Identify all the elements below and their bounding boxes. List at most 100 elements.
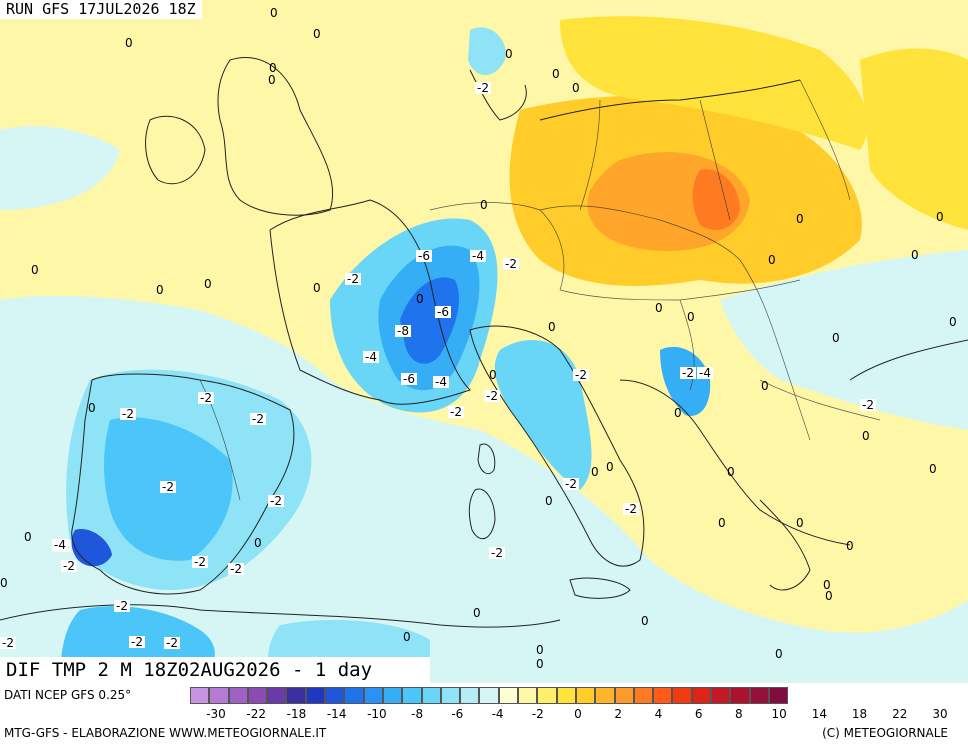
tick-label: -18 bbox=[286, 707, 307, 721]
cold-france-alps-core bbox=[400, 277, 460, 364]
temperature-anomaly-map: RUN GFS 17JUL2026 18Z 0 0 0 0 -2 0 0 0 0… bbox=[0, 0, 968, 683]
tick-label: 30 bbox=[932, 707, 948, 721]
color-swatch bbox=[247, 687, 268, 704]
color-swatch bbox=[305, 687, 326, 704]
color-swatch bbox=[267, 687, 287, 704]
contour-label: -2 bbox=[250, 412, 266, 426]
color-swatch bbox=[575, 687, 596, 704]
contour-label: 0 bbox=[775, 647, 783, 661]
contour-label: 0 bbox=[796, 516, 804, 530]
contour-label: 0 bbox=[796, 212, 804, 226]
tick-label: -8 bbox=[411, 707, 424, 721]
contour-label: 0 bbox=[655, 301, 663, 315]
contour-label: -4 bbox=[363, 350, 379, 364]
color-swatch bbox=[382, 687, 403, 704]
color-swatch bbox=[518, 687, 538, 704]
color-swatch bbox=[479, 687, 499, 704]
color-swatch bbox=[633, 687, 654, 704]
credit-left: MTG-GFS - ELABORAZIONE WWW.METEOGIORNALE… bbox=[4, 726, 327, 740]
color-swatch bbox=[711, 687, 731, 704]
tick-label: 14 bbox=[811, 707, 827, 721]
contour-label: 0 bbox=[591, 465, 599, 479]
color-swatch bbox=[537, 687, 557, 704]
contour-label: 0 bbox=[545, 494, 553, 508]
tick-label: 6 bbox=[694, 707, 703, 721]
color-swatch bbox=[768, 687, 789, 704]
contour-label: 0 bbox=[718, 516, 726, 530]
color-swatch bbox=[440, 687, 461, 704]
contour-label: 0 bbox=[536, 657, 544, 671]
cold-uk-west bbox=[0, 126, 120, 210]
legend-footer: DATI NCEP GFS 0.25° -30 -22 -18 -14 -10 -8 -6-… bbox=[0, 683, 968, 745]
contour-label: -2 bbox=[489, 546, 505, 560]
contour-label: 0 bbox=[24, 530, 32, 544]
color-swatch bbox=[228, 687, 248, 704]
coast-uk bbox=[217, 56, 334, 216]
color-scale-bar bbox=[190, 687, 789, 704]
contour-label: -2 bbox=[114, 599, 130, 613]
contour-label: -2 bbox=[61, 559, 77, 573]
contour-label: -4 bbox=[697, 366, 713, 380]
contour-label: 0 bbox=[727, 465, 735, 479]
color-swatch bbox=[498, 687, 519, 704]
contour-label: 0 bbox=[641, 614, 649, 628]
color-swatch bbox=[672, 687, 692, 704]
contour-label: 0 bbox=[674, 406, 682, 420]
tick-label: 0 bbox=[574, 707, 582, 721]
color-swatch bbox=[730, 687, 750, 704]
contour-label: -2 bbox=[475, 81, 491, 95]
cool-sea-area-2 bbox=[0, 305, 100, 560]
cold-balkans bbox=[660, 346, 711, 416]
coast-italy bbox=[469, 325, 645, 567]
contour-label: 0 bbox=[88, 401, 96, 415]
color-swatch bbox=[363, 687, 383, 704]
contour-label: 0 bbox=[268, 73, 276, 87]
contour-label: -2 bbox=[228, 562, 244, 576]
coast-sicily bbox=[569, 577, 631, 599]
contour-label: -4 bbox=[52, 538, 68, 552]
color-swatch bbox=[325, 687, 345, 704]
coast-baltic bbox=[539, 79, 801, 121]
contour-label: 0 bbox=[862, 429, 870, 443]
color-swatch bbox=[421, 687, 441, 704]
contour-label: -2 bbox=[164, 636, 180, 650]
contour-label: 0 bbox=[125, 36, 133, 50]
contour-label: -2 bbox=[129, 635, 145, 649]
coast-denmark bbox=[469, 69, 527, 121]
contour-label: 0 bbox=[313, 27, 321, 41]
coast-france bbox=[269, 199, 471, 405]
contour-label: 0 bbox=[313, 281, 321, 295]
contour-label: -2 bbox=[0, 636, 16, 650]
color-swatch bbox=[190, 687, 210, 704]
tick-label: -14 bbox=[326, 707, 347, 721]
hot-core-2 bbox=[692, 169, 740, 230]
color-swatch bbox=[556, 687, 576, 704]
coast-corsica bbox=[477, 443, 496, 475]
contour-label: 0 bbox=[473, 606, 481, 620]
contour-label: -2 bbox=[503, 257, 519, 271]
contour-label: 0 bbox=[269, 61, 277, 75]
contour-label: -2 bbox=[198, 391, 214, 405]
contour-label: -2 bbox=[160, 480, 176, 494]
contour-label: -2 bbox=[345, 272, 361, 286]
contour-label: 0 bbox=[254, 536, 262, 550]
color-scale-ticks: -30 -22 -18 -14 -10 -8 -6 -4 -2 0 2 4 6 8 10 14 18 22 30 bbox=[190, 707, 966, 721]
coast-black-sea bbox=[849, 339, 968, 381]
contour-label: -2 bbox=[563, 477, 579, 491]
coast-ireland bbox=[145, 115, 206, 185]
contour-label: -2 bbox=[680, 366, 696, 380]
coast-iberia bbox=[71, 373, 295, 595]
contour-label: 0 bbox=[548, 320, 556, 334]
contour-label: -4 bbox=[470, 249, 486, 263]
contour-label: 0 bbox=[846, 539, 854, 553]
contour-label: -2 bbox=[573, 368, 589, 382]
contour-label: 0 bbox=[156, 283, 164, 297]
coast-balkans bbox=[619, 379, 851, 546]
color-swatch bbox=[614, 687, 634, 704]
data-source: DATI NCEP GFS 0.25° bbox=[4, 688, 132, 702]
color-swatch bbox=[749, 687, 769, 704]
tick-label: 2 bbox=[614, 707, 623, 721]
contour-label: 0 bbox=[911, 248, 919, 262]
tick-label: -10 bbox=[367, 707, 387, 721]
contour-label: -8 bbox=[395, 324, 411, 338]
